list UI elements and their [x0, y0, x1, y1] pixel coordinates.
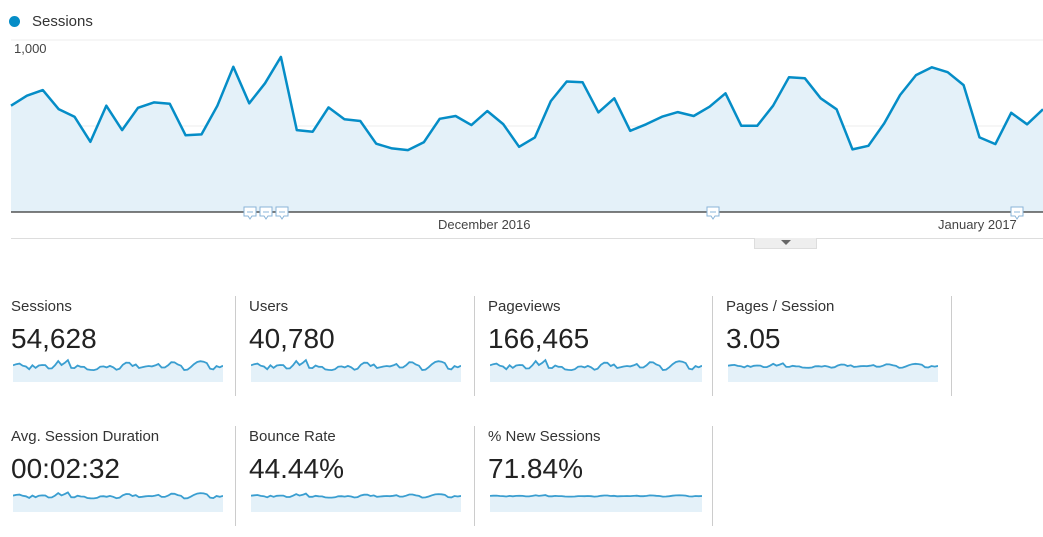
- legend-label: Sessions: [32, 13, 93, 30]
- divider: [235, 426, 236, 526]
- chart-legend[interactable]: Sessions: [9, 13, 93, 30]
- sparkline-line: [728, 362, 938, 369]
- divider: [474, 426, 475, 526]
- metric-label: Avg. Session Duration: [11, 428, 160, 445]
- divider: [474, 296, 475, 396]
- annotation-icon[interactable]: [243, 206, 257, 220]
- chevron-down-icon: [781, 240, 791, 245]
- metric-pages-per-session[interactable]: Pages / Session 3.05: [726, 298, 950, 398]
- sessions-chart[interactable]: 1,000500: [0, 30, 1043, 230]
- sparkline-line: [490, 494, 702, 498]
- sparkline-line: [490, 358, 702, 372]
- annotation-icon[interactable]: [259, 206, 273, 220]
- area-fill: [11, 56, 1043, 213]
- annotation-icon[interactable]: [706, 206, 720, 220]
- x-label-december: December 2016: [438, 217, 531, 232]
- metric-value: 00:02:32: [11, 453, 120, 484]
- metric-label: Users: [249, 298, 289, 315]
- metric-pageviews[interactable]: Pageviews 166,465: [488, 298, 712, 398]
- sparkline: [251, 492, 461, 512]
- divider: [712, 296, 713, 396]
- metric-label: Pageviews: [488, 298, 561, 315]
- sparkline: [251, 358, 461, 382]
- metric-sessions[interactable]: Sessions 54,628: [11, 298, 235, 398]
- sparkline-line: [251, 358, 461, 372]
- annotation-icon[interactable]: [1010, 206, 1024, 220]
- sparkline-fill: [490, 495, 702, 512]
- metric-users[interactable]: Users 40,780: [249, 298, 473, 398]
- legend-dot-icon: [9, 16, 20, 27]
- sparkline-fill: [251, 360, 461, 382]
- metric-bounce-rate[interactable]: Bounce Rate 44.44%: [249, 428, 473, 528]
- expand-annotations-button[interactable]: [754, 238, 817, 249]
- sparkline: [13, 358, 223, 382]
- sparkline-line: [13, 358, 223, 372]
- sparkline-fill: [13, 360, 223, 382]
- metric-label: % New Sessions: [488, 428, 601, 445]
- metric-value: 3.05: [726, 323, 781, 354]
- divider: [951, 296, 952, 396]
- metric-label: Bounce Rate: [249, 428, 336, 445]
- divider: [235, 296, 236, 396]
- metric-value: 40,780: [249, 323, 335, 354]
- metric-value: 71.84%: [488, 453, 583, 484]
- sparkline: [728, 362, 938, 382]
- divider: [712, 426, 713, 526]
- metric-new-sessions[interactable]: % New Sessions 71.84%: [488, 428, 712, 528]
- chart-divider: [11, 238, 1043, 239]
- sparkline-line: [251, 492, 461, 499]
- sparkline-line: [13, 491, 223, 500]
- metric-avg-session-duration[interactable]: Avg. Session Duration 00:02:32: [11, 428, 235, 528]
- sparkline: [490, 358, 702, 382]
- metric-label: Sessions: [11, 298, 72, 315]
- y-tick-label: 1,000: [14, 41, 47, 56]
- x-label-january: January 2017: [938, 217, 1017, 232]
- sparkline-fill: [728, 363, 938, 382]
- sparkline: [490, 494, 702, 512]
- metric-label: Pages / Session: [726, 298, 835, 315]
- annotation-icon[interactable]: [275, 206, 289, 220]
- sparkline-fill: [490, 360, 702, 382]
- sessions-line: [10, 55, 1043, 152]
- sparkline: [13, 491, 223, 512]
- sparkline-fill: [251, 493, 461, 512]
- metric-value: 44.44%: [249, 453, 344, 484]
- sparkline-fill: [13, 492, 223, 512]
- metric-value: 166,465: [488, 323, 590, 354]
- metric-value: 54,628: [11, 323, 97, 354]
